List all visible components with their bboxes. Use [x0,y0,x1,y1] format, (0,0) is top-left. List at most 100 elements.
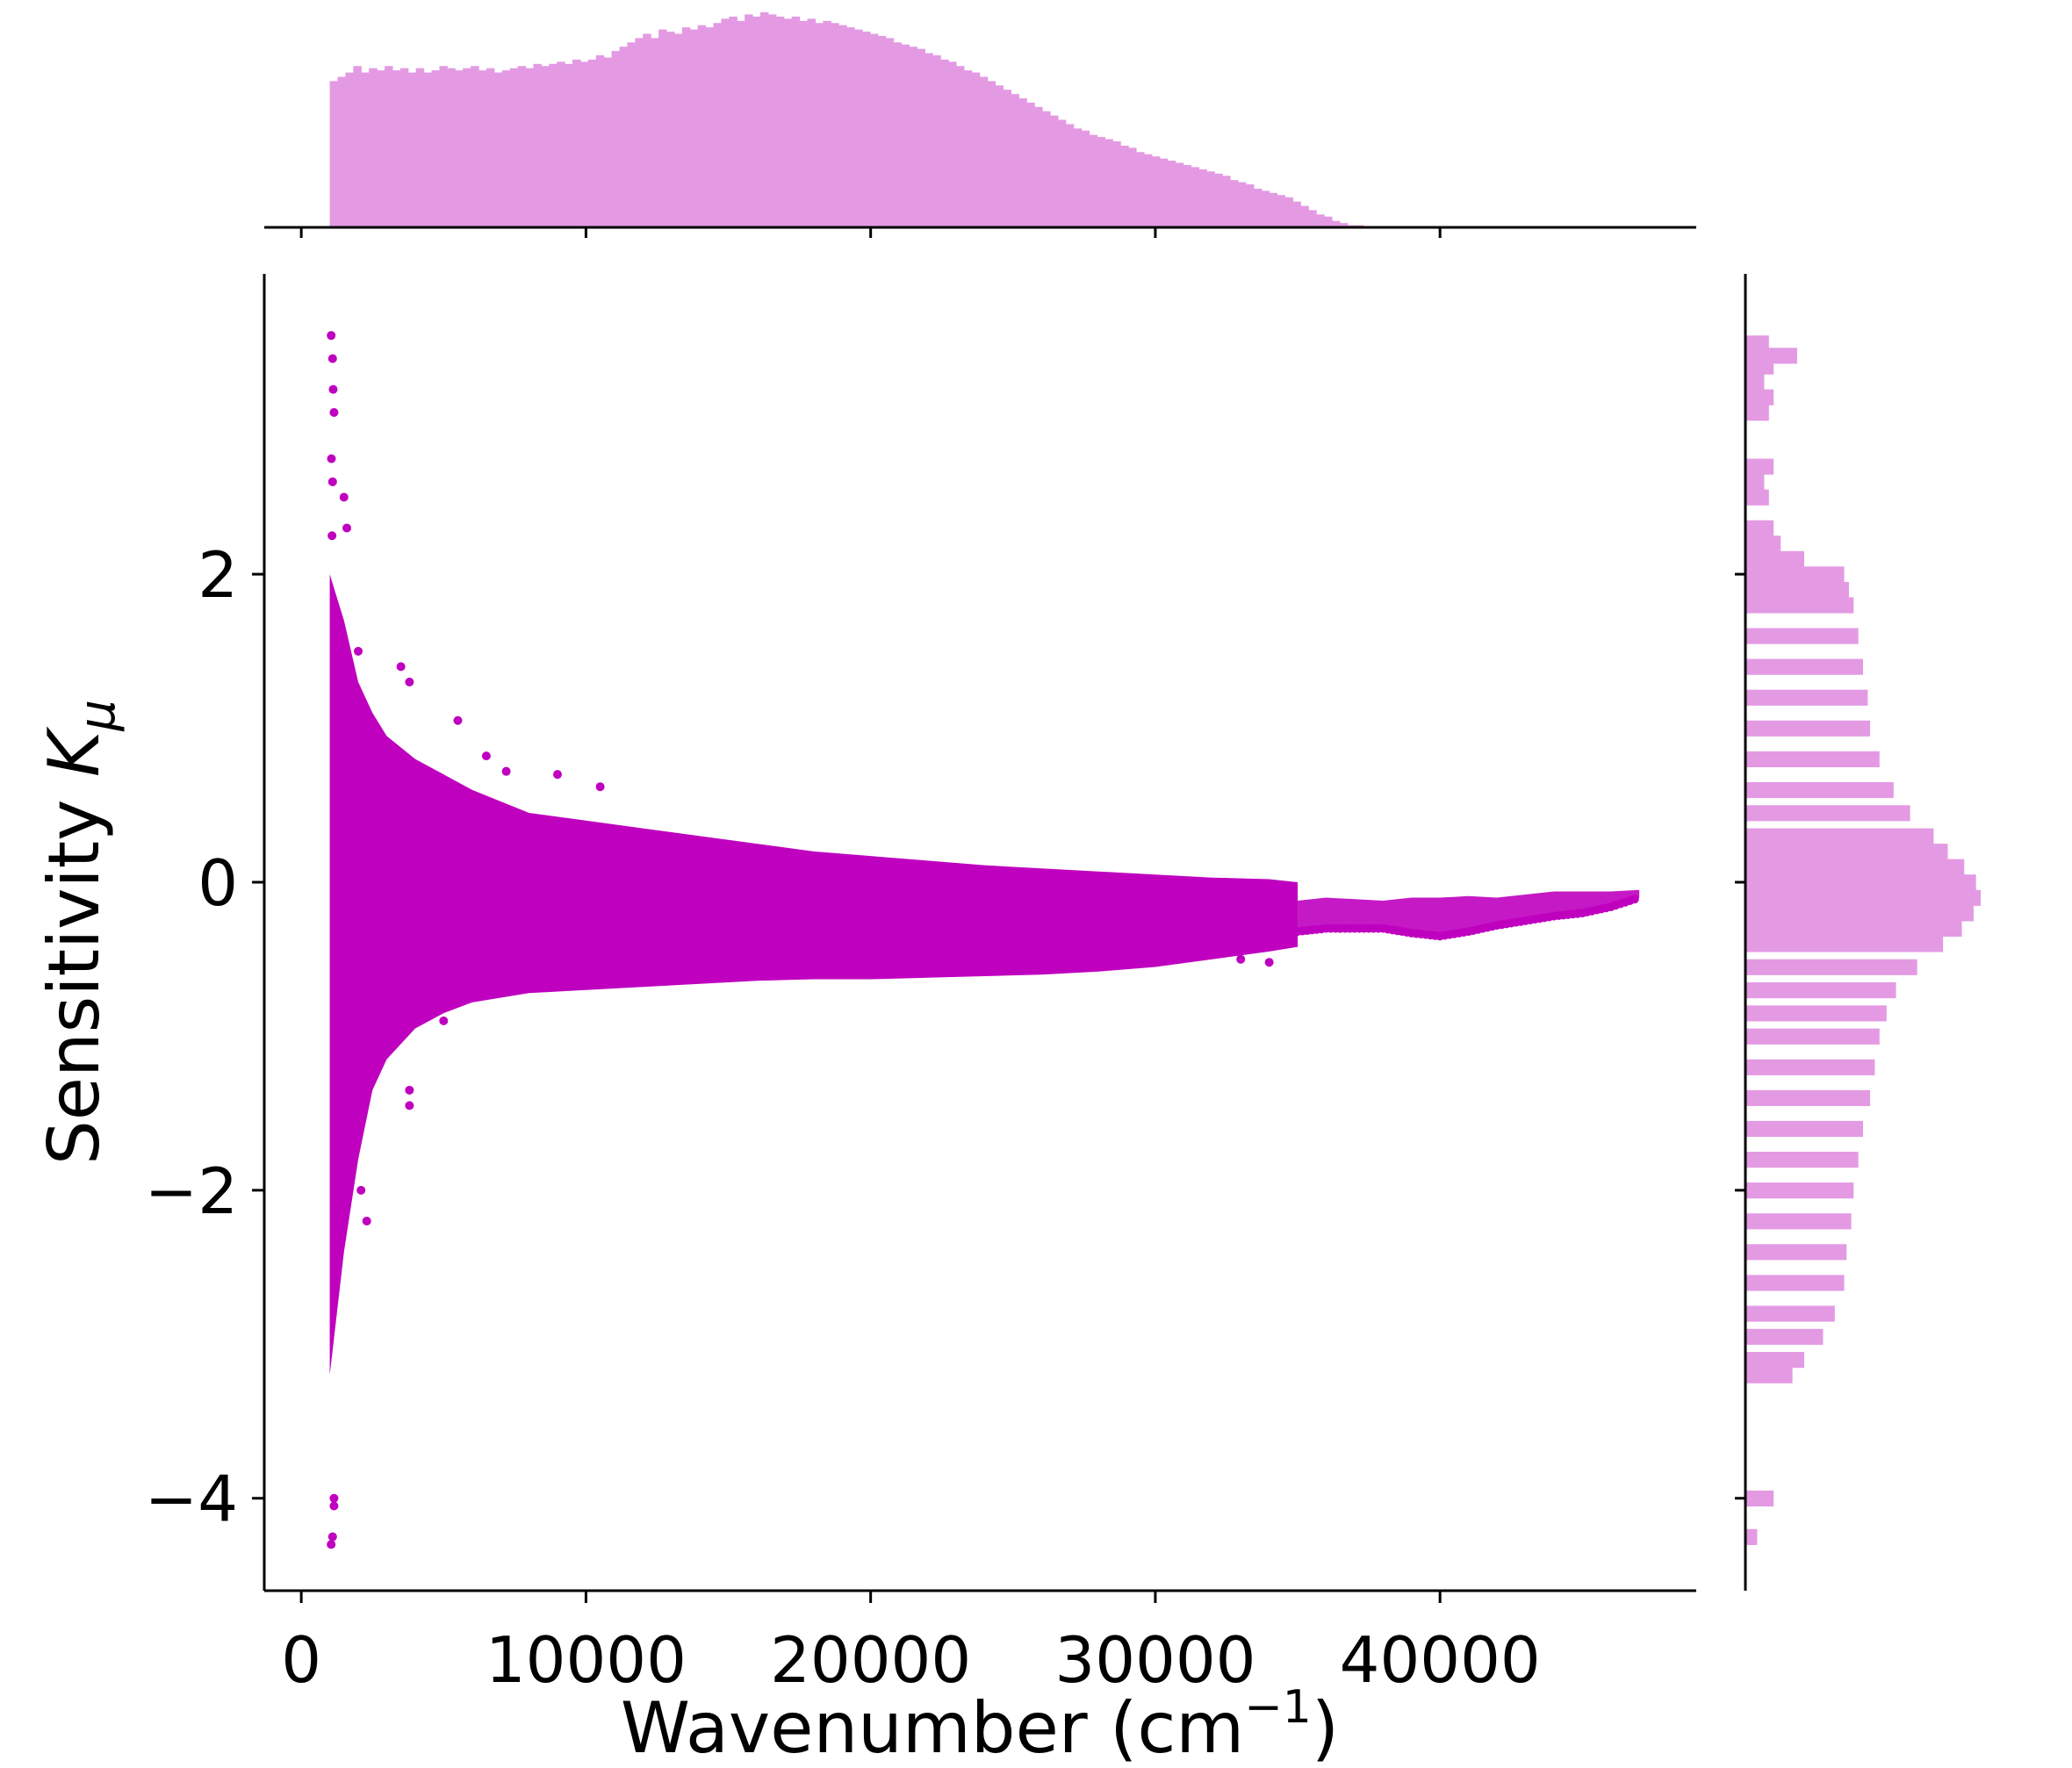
y-histogram-bar [1745,628,1859,644]
x-histogram-bar [1089,134,1098,227]
x-histogram-bar [815,23,824,227]
x-histogram-bar [658,29,667,227]
y-histogram-bar [1745,936,1944,952]
x-histogram-bar [1073,128,1083,227]
x-histogram-bar [689,29,699,227]
x-histogram-ticks [299,227,1442,238]
y-histogram-bar [1745,889,1981,906]
scatter-point [1630,895,1639,904]
y-histogram-bar [1745,374,1765,391]
x-histogram-bar [1049,115,1059,227]
x-marginal-histogram [264,12,1696,238]
x-histogram-bar [635,38,644,228]
x-histogram-bar [861,32,871,227]
y-histogram-bar [1745,474,1765,491]
x-histogram-bar [909,47,917,228]
x-histogram-bar [681,27,691,228]
x-histogram-bar [353,66,362,227]
x-histogram-bar [361,72,370,227]
y-tick-label: 2 [198,538,238,612]
x-histogram-bar [995,85,1004,227]
x-histogram-bar [1097,137,1105,227]
scatter-point [327,1540,336,1549]
x-histogram-bar [1237,182,1247,227]
y-histogram-bar [1745,550,1804,567]
x-histogram-bar [572,59,581,228]
x-histogram-bar [831,23,839,227]
x-histogram-bar [399,68,409,227]
x-histogram-bar [1214,173,1223,227]
x-histogram-bar [493,72,503,227]
x-histogram-bar [1191,167,1199,227]
x-histogram-bar [517,66,527,227]
x-histogram-bar [431,70,441,228]
y-histogram-bar [1745,720,1871,737]
y-histogram-bar [1745,920,1962,937]
x-histogram-bar [1339,223,1349,227]
x-histogram-bar [1003,90,1011,227]
y-histogram-bar [1745,1059,1875,1075]
x-histogram-bar [1167,161,1176,227]
scatter-point [453,715,463,725]
x-histogram-bar [1034,106,1043,227]
y-histogram-bar [1745,1352,1804,1369]
y-tick-label: −4 [145,1463,238,1536]
x-histogram-bar [721,18,730,227]
x-histogram-bar [979,76,989,227]
x-histogram-bar [1175,162,1184,227]
y-histogram-bar [1745,458,1774,475]
x-histogram-bar [666,32,675,227]
y-histogram-bar [1745,597,1854,614]
x-histogram-bar [885,38,895,228]
y-histogram-bar [1745,489,1769,506]
y-histogram-bar [1745,520,1774,536]
y-histogram-bar [1745,905,1974,922]
x-histogram-bar [948,61,957,227]
scatter-point [327,1532,337,1542]
x-histogram-bar [619,47,629,228]
x-histogram-bar [392,70,401,228]
x-histogram-bar [384,66,393,227]
y-histogram-bar [1745,335,1769,352]
x-histogram-bar [407,72,417,227]
x-histogram-bar [963,70,973,228]
x-histogram-bar [893,42,903,227]
x-histogram-bar [854,29,863,227]
scatter-point [329,407,339,417]
y-axis-ticks: −4 −2 0 2 [145,538,264,1536]
x-histogram-bar [501,70,511,228]
x-tick-label: 10000 [486,1623,687,1697]
scatter-point [339,492,349,502]
y-histogram-bar [1745,1244,1847,1261]
y-histogram-bar [1745,658,1863,675]
y-histogram-bar [1745,405,1769,421]
y-histogram-bar [1745,828,1934,844]
x-histogram-bar [651,38,659,228]
x-histogram-bar [471,66,479,227]
y-histogram-bar [1745,781,1894,799]
x-histogram-bar [807,18,817,227]
y-axis-label: Sensitivity Kμ [33,700,126,1165]
x-histogram-bar [1331,220,1341,227]
scatter-point [342,523,352,533]
x-histogram-bar [1151,156,1161,227]
x-histogram-bar [377,70,385,228]
x-histogram-bar [369,68,378,227]
x-histogram-bar [478,70,487,228]
y-histogram-bar [1745,389,1774,406]
x-histogram-bar [713,23,723,227]
x-histogram-bar [1136,152,1145,227]
x-histogram-bar [1011,94,1019,227]
x-histogram-bar [799,20,809,227]
scatter-point [405,1085,414,1095]
x-histogram-bar [745,14,753,228]
x-histogram-bar [1269,192,1278,227]
y-histogram-bar [1745,1120,1863,1138]
y-histogram-bar [1745,1213,1852,1230]
x-histogram-bar [877,35,887,228]
y-histogram-bar [1745,805,1910,822]
x-histogram-bar [557,61,565,227]
x-axis-label: Wavenumber (cm−1) [621,1681,1339,1768]
x-histogram-bar [1159,158,1169,227]
